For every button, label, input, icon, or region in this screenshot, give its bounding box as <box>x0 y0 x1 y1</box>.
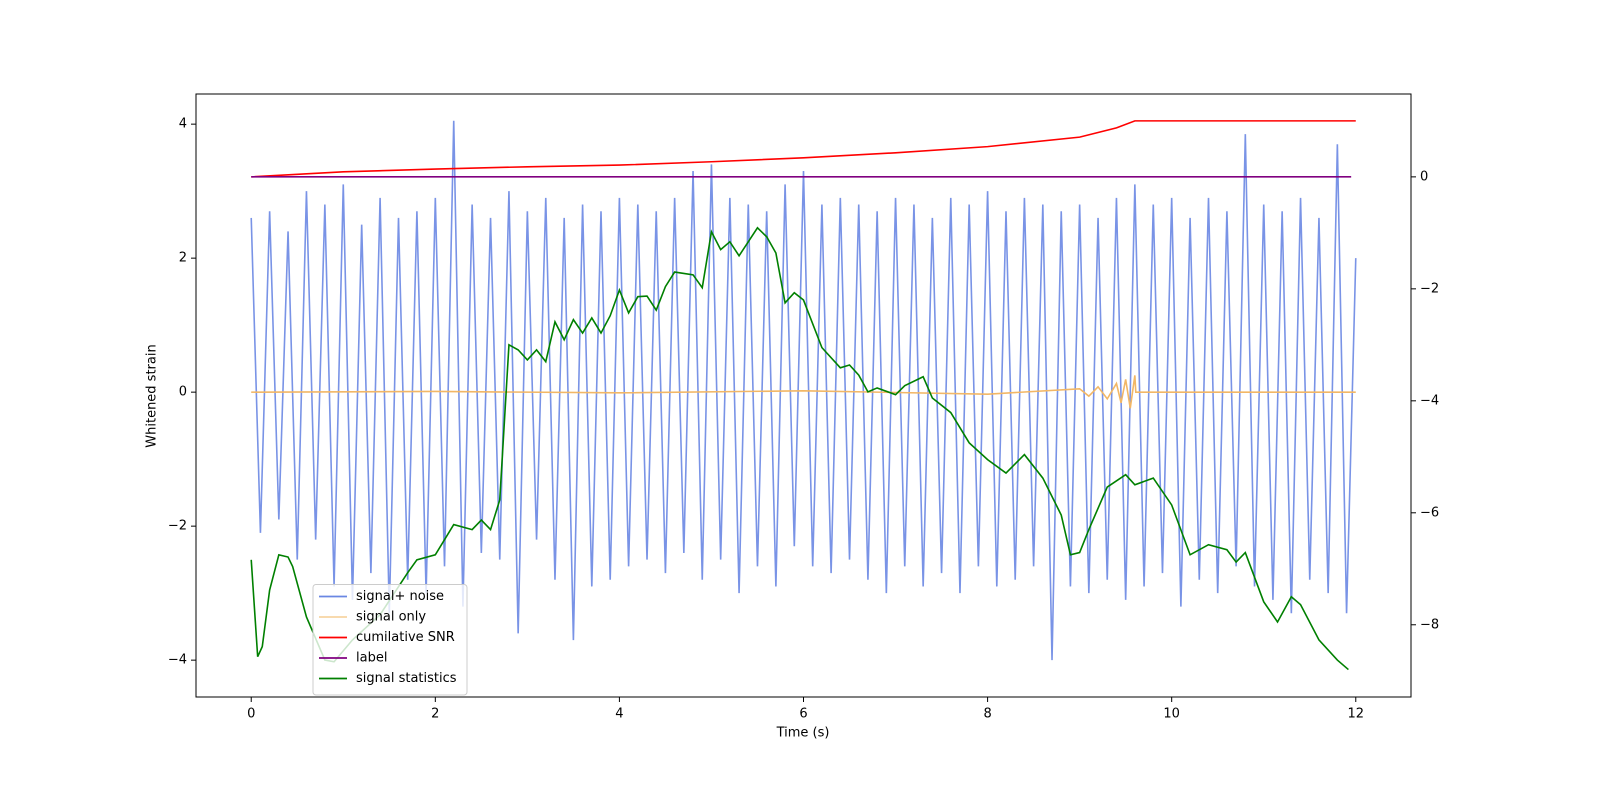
y-tick-label: −2 <box>168 519 187 534</box>
y-tick-label: 2 <box>179 251 187 266</box>
y-tick-label: 4 <box>179 117 187 132</box>
series-line <box>250 120 1357 661</box>
y-tick-label: 0 <box>179 385 187 400</box>
y2-tick-label: −6 <box>1420 505 1439 520</box>
x-tick-label: 8 <box>983 707 991 722</box>
legend-label: signal+ noise <box>356 589 444 604</box>
x-axis-label: Time (s) <box>776 726 830 741</box>
legend-label: signal statistics <box>356 671 457 686</box>
series-line <box>251 120 1356 178</box>
y2-tick-label: 0 <box>1420 169 1428 184</box>
legend: signal+ noise signal only cumilative SNR la… <box>312 584 468 696</box>
x-tick-label: 12 <box>1347 707 1364 722</box>
y2-tick-label: −4 <box>1420 393 1439 408</box>
y-tick-label: −4 <box>168 653 187 668</box>
x-tick-label: 6 <box>799 707 807 722</box>
x-tick-label: 4 <box>615 707 623 722</box>
y2-tick-label: −8 <box>1420 617 1439 632</box>
series-line <box>250 226 1349 671</box>
y2-tick-label: −2 <box>1420 281 1439 296</box>
plot-frame <box>195 93 1412 698</box>
legend-box <box>312 584 468 696</box>
x-tick-label: 2 <box>431 707 439 722</box>
x-tick-label: 0 <box>247 707 255 722</box>
x-tick-label: 10 <box>1163 707 1180 722</box>
legend-label: label <box>356 651 387 666</box>
legend-label: signal only <box>356 610 426 625</box>
series-line <box>251 375 1356 409</box>
y-axis-label: Whitened strain <box>145 344 160 447</box>
legend-label: cumilative SNR <box>356 630 455 645</box>
